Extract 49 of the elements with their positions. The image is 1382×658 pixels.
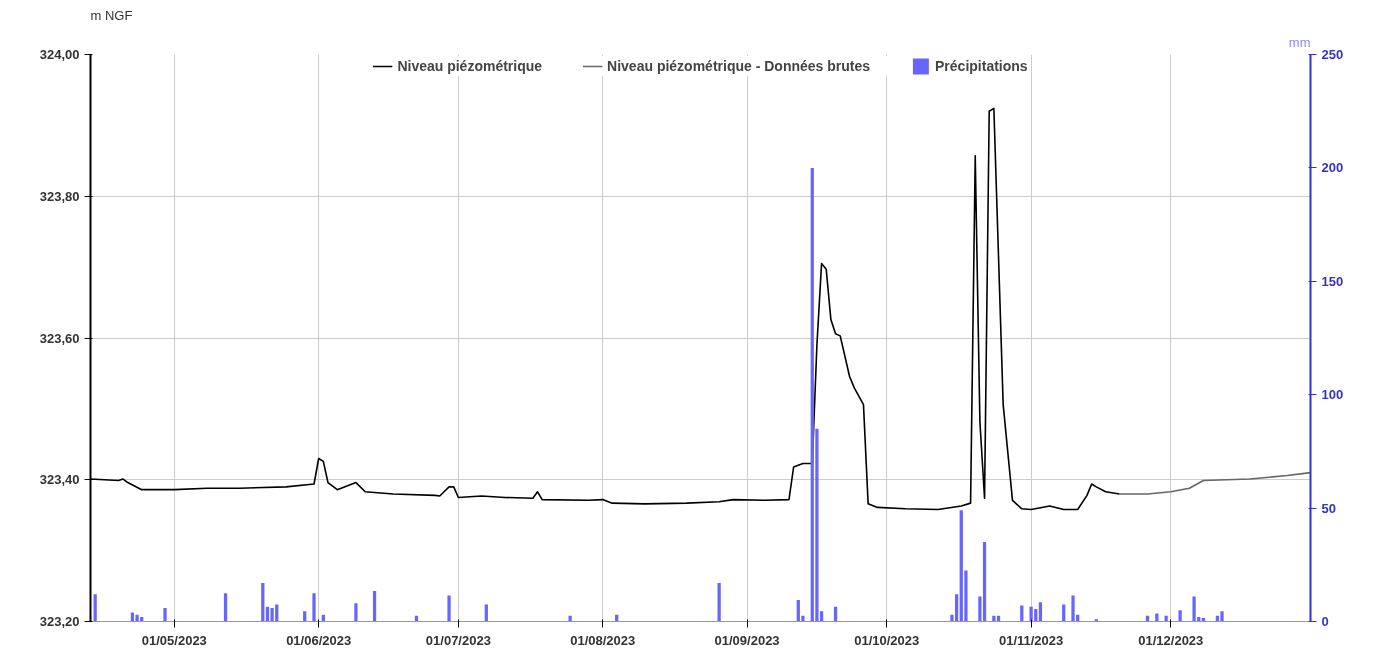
y2-tick-label: 50 — [1321, 500, 1336, 516]
bar — [1192, 596, 1196, 622]
y2-tick-label: 250 — [1321, 47, 1344, 62]
bar — [1071, 595, 1075, 622]
legend-label: Niveau piézométrique - Données brutes — [607, 58, 871, 74]
bar — [303, 611, 307, 622]
bar — [270, 607, 274, 622]
bar — [1038, 602, 1043, 622]
x-tick-label: 01/06/2023 — [286, 632, 352, 648]
y-tick-label: 323,40 — [39, 472, 80, 488]
y2-tick-label: 150 — [1321, 273, 1344, 289]
y2-tick-label: 100 — [1321, 387, 1344, 403]
x-tick-label: 01/07/2023 — [425, 632, 491, 648]
x-tick-label: 01/11/2023 — [998, 632, 1064, 648]
bar — [261, 582, 265, 622]
x-tick-label: 01/05/2023 — [141, 632, 207, 648]
bar — [484, 604, 488, 622]
bar — [1029, 606, 1033, 622]
y-tick-label: 323,20 — [39, 614, 80, 629]
y-tick-label: 323,60 — [39, 330, 80, 346]
bar — [372, 590, 377, 622]
y-tick-label: 323,80 — [39, 188, 80, 204]
bar — [717, 582, 721, 622]
y2-axis-title: mm — [1288, 34, 1311, 50]
y-tick-label: 324,00 — [39, 47, 80, 62]
bar — [1062, 604, 1066, 622]
x-tick-label: 01/12/2023 — [1138, 632, 1204, 648]
bar — [1220, 611, 1224, 622]
x-tick-label: 01/10/2023 — [854, 632, 920, 648]
x-tick-label: 01/09/2023 — [714, 632, 780, 648]
bar — [982, 542, 987, 622]
bar — [568, 615, 572, 622]
bar — [354, 603, 358, 622]
bar — [163, 607, 167, 622]
bar — [130, 612, 135, 622]
bar — [135, 614, 139, 622]
y2-tick-label: 0 — [1321, 614, 1329, 629]
bar — [1178, 610, 1182, 622]
bar — [954, 594, 959, 622]
bar — [93, 594, 97, 622]
bar — [447, 595, 451, 622]
y-axis-title: m NGF — [90, 7, 133, 23]
bar — [312, 593, 316, 622]
x-tick-label: 01/08/2023 — [570, 632, 636, 648]
bar — [223, 593, 228, 622]
legend-label: Niveau piézométrique — [397, 58, 543, 74]
y2-tick-label: 200 — [1321, 160, 1344, 176]
legend-label: Précipitations — [935, 58, 1028, 74]
line-series — [1118, 471, 1311, 495]
